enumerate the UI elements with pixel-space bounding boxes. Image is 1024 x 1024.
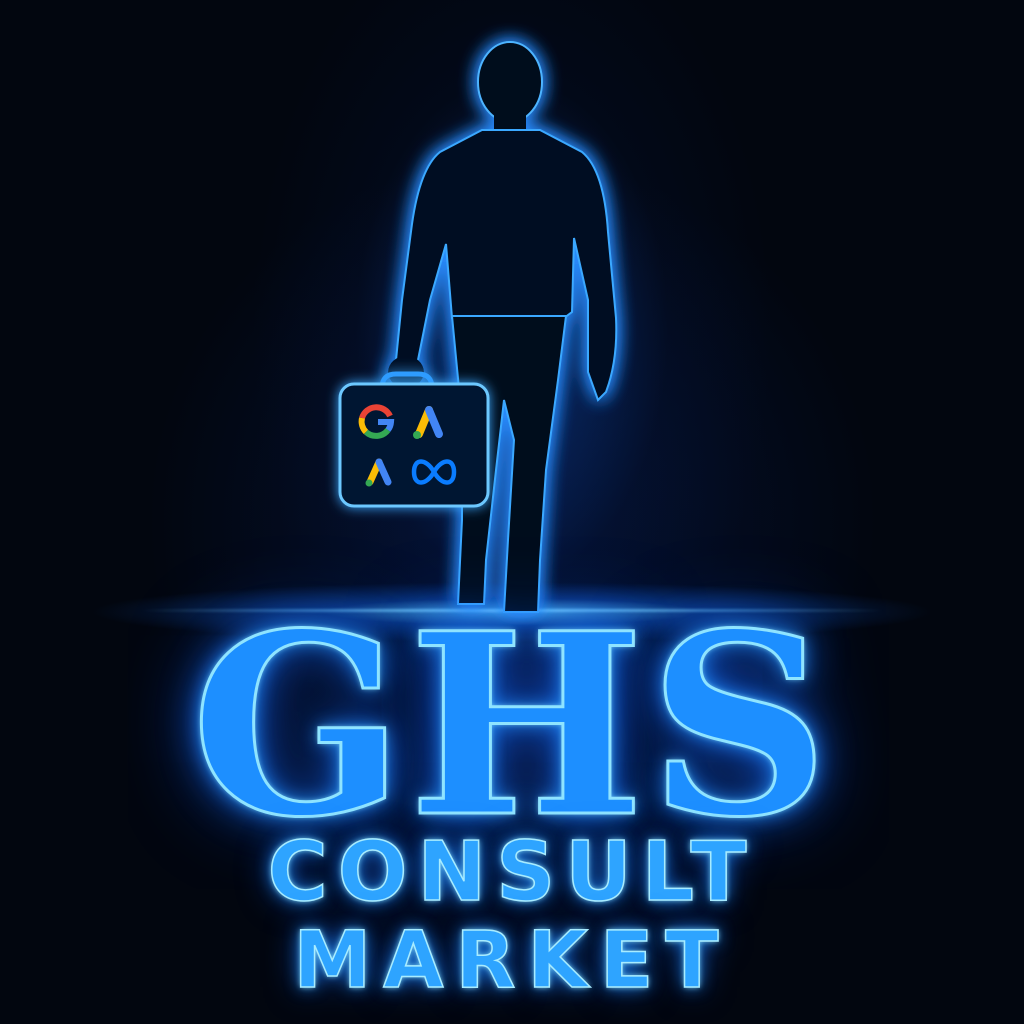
meta-logo-icon <box>411 459 457 485</box>
man-silhouette <box>388 41 618 613</box>
brand-headline: GHS <box>189 578 834 872</box>
google-ads-logo-icon <box>365 458 392 487</box>
google-ads-logo-icon <box>413 406 443 439</box>
briefcase <box>338 371 490 508</box>
brand-subline-consult: CONSULT <box>267 825 757 920</box>
google-logo-icon <box>358 404 395 439</box>
brand-subline-market: MARKET <box>293 916 731 1006</box>
